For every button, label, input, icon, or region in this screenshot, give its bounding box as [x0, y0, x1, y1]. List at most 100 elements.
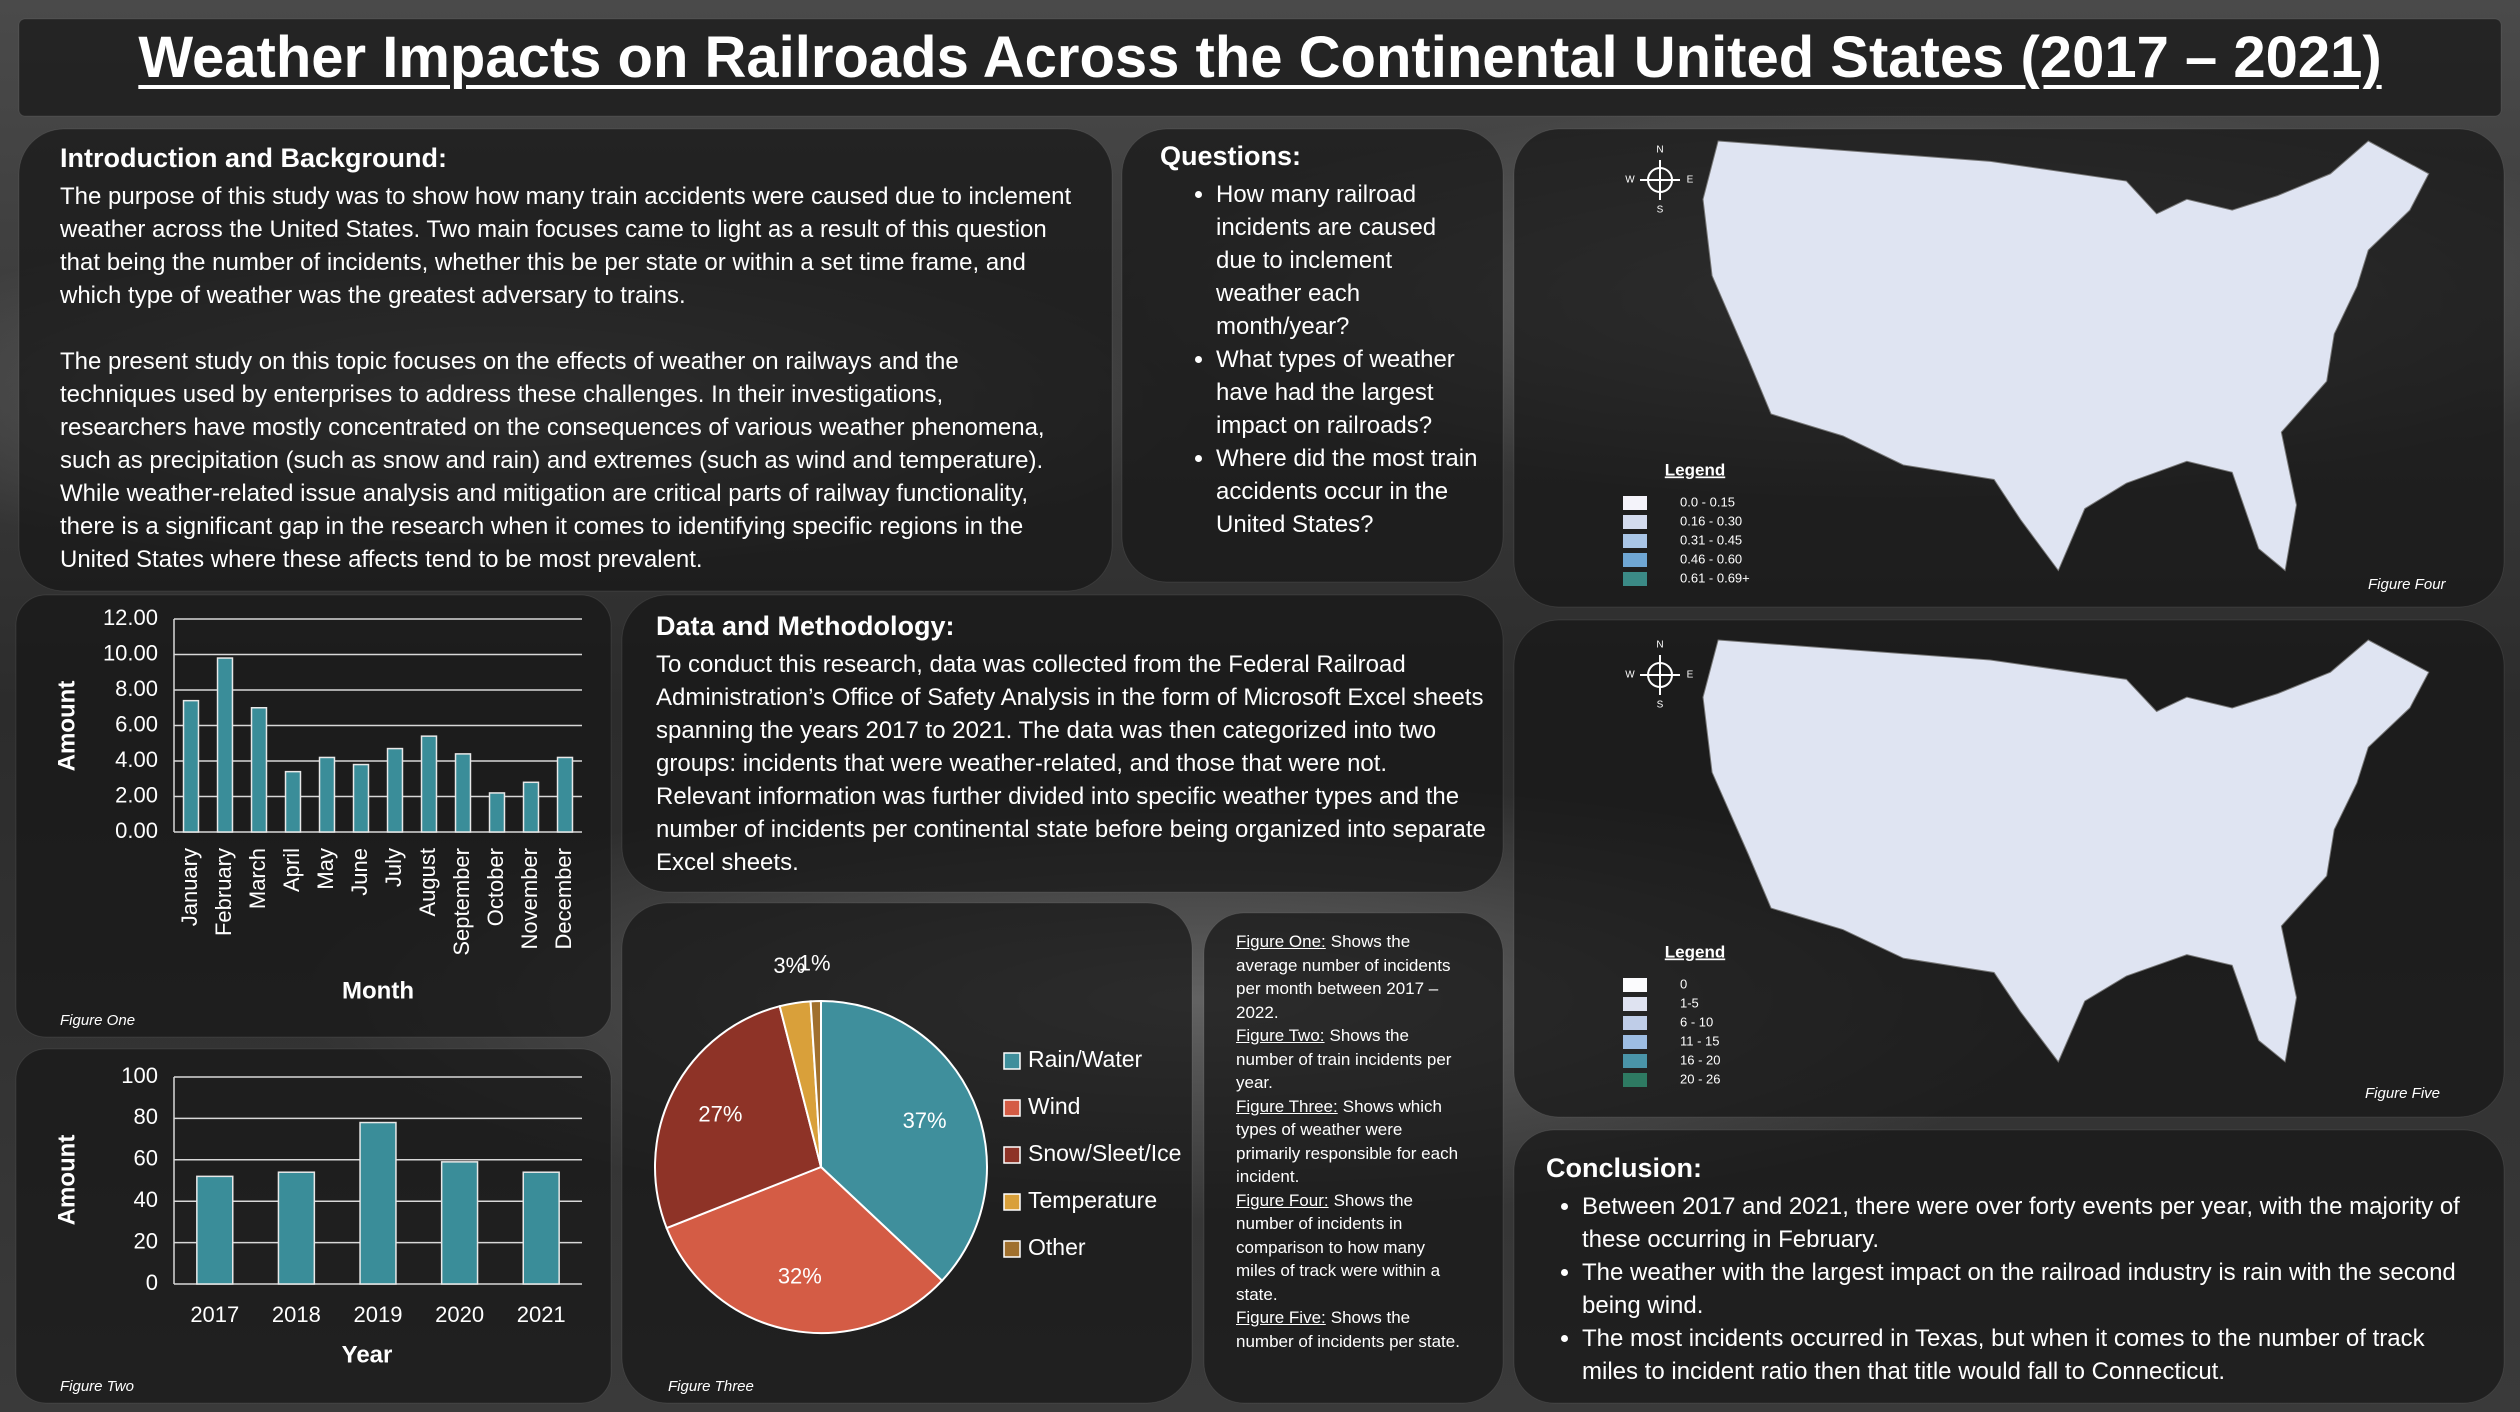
- compass-letter: S: [1657, 700, 1664, 711]
- paragraph: The present study on this topic focuses …: [60, 348, 1045, 573]
- x-tick-label: August: [415, 848, 440, 917]
- legend-swatch: [1623, 997, 1647, 1011]
- bar: [556, 756, 574, 833]
- marks: N E S W Legend 0.0 - 0.15 0.16 - 0.30 0.31 - 0.…: [53, 145, 2446, 1395]
- legend-swatch: [1623, 1035, 1647, 1049]
- x-tick-label: July: [381, 848, 406, 887]
- legend-label: Snow/Sleet/Ice: [1028, 1140, 1181, 1166]
- figure-note-label: Figure Four:: [1236, 1190, 1329, 1210]
- figure-caption: Figure Four: [2368, 576, 2447, 593]
- x-tick-label: October: [483, 848, 508, 926]
- paragraph: To conduct this research, data was colle…: [656, 651, 1486, 876]
- legend-label: 0.16 - 0.30: [1680, 513, 1742, 528]
- conclusion-item: The weather with the largest impact on t…: [1582, 1256, 2476, 1322]
- legend-label: 11 - 15: [1680, 1033, 1720, 1048]
- bar: [386, 747, 404, 833]
- figure-note: Figure Four: Shows the number of incident…: [1236, 1189, 1468, 1307]
- x-tick-label: 2018: [272, 1302, 321, 1327]
- x-tick-label: December: [551, 848, 576, 949]
- legend-swatch: [1623, 978, 1647, 992]
- legend-label: Wind: [1028, 1093, 1080, 1119]
- figure-note: Figure One: Shows the average number of i…: [1236, 930, 1468, 1024]
- x-axis-title: Month: [342, 977, 414, 1004]
- poster-title: Weather Impacts on Railroads Across the …: [138, 25, 2382, 90]
- legend-swatch: [1623, 572, 1647, 586]
- legend-swatch: [1003, 1052, 1021, 1070]
- x-tick-label: 2020: [435, 1302, 484, 1327]
- y-tick-label: 40: [134, 1187, 158, 1212]
- figure-note: Figure Three: Shows which types of weathe…: [1236, 1095, 1468, 1189]
- bar: [440, 1161, 479, 1285]
- question-item: How many railroad incidents are caused d…: [1216, 178, 1480, 343]
- conclusion-panel: [1513, 1129, 2505, 1404]
- figure-note-text: Shows the number of incidents per state.: [1236, 1308, 1460, 1351]
- y-tick-label: 8.00: [115, 676, 158, 701]
- legend-swatch: [1623, 515, 1647, 529]
- figure-note: Figure Five: Shows the number of incident…: [1236, 1306, 1468, 1353]
- legend-swatch: [1623, 1054, 1647, 1068]
- legend-swatch: [1623, 1016, 1647, 1030]
- figure-caption: Figure One: [60, 1012, 135, 1029]
- x-tick-label: June: [347, 848, 372, 896]
- methodology-panel: [621, 594, 1504, 893]
- compass-letter: E: [1687, 670, 1694, 681]
- data-label: 32%: [778, 1264, 822, 1289]
- legend-title: Legend: [1665, 942, 1725, 961]
- x-tick-label: 2019: [354, 1302, 403, 1327]
- legend-label: 16 - 20: [1680, 1052, 1720, 1067]
- figure-note-text: Shows the average number of incidents pe…: [1236, 932, 1451, 1022]
- data-label: 37%: [903, 1108, 947, 1133]
- figure-notes: Figure One: Shows the average number of i…: [1236, 930, 1468, 1353]
- figure-note-label: Figure Three:: [1236, 1096, 1338, 1116]
- figure-note-label: Figure Two:: [1236, 1026, 1325, 1045]
- question-item: Where did the most train accidents occur…: [1216, 442, 1480, 541]
- legend-label: Rain/Water: [1028, 1046, 1143, 1072]
- bar: [522, 1171, 560, 1285]
- legend-label: 0.0 - 0.15: [1680, 494, 1735, 509]
- y-tick-label: 100: [121, 1063, 158, 1088]
- compass-letter: N: [1656, 640, 1663, 651]
- compass-letter: E: [1687, 175, 1694, 186]
- legend-swatch: [1623, 496, 1647, 510]
- legend-label: 0.46 - 0.60: [1680, 551, 1742, 566]
- y-tick-label: 4.00: [115, 747, 158, 772]
- x-tick-label: January: [177, 848, 202, 926]
- bar: [420, 735, 438, 833]
- legend-swatch: [1003, 1193, 1021, 1211]
- x-tick-label: April: [279, 848, 304, 892]
- figure-note-text: Shows the number of incidents in compari…: [1236, 1190, 1441, 1304]
- questions: Questions: How many railroad incidents a…: [1160, 138, 1480, 541]
- conclusion-item: Between 2017 and 2021, there were over f…: [1582, 1190, 2476, 1256]
- heading: Introduction and Background:: [60, 143, 447, 173]
- x-axis-title: Year: [342, 1341, 393, 1368]
- compass-letter: W: [1625, 175, 1635, 186]
- x-tick-label: 2017: [190, 1302, 239, 1327]
- data-label: 27%: [698, 1102, 742, 1127]
- bar: [250, 707, 268, 833]
- y-axis-title: Amount: [53, 681, 80, 772]
- title-bar: [18, 18, 2502, 117]
- conclusion: Conclusion: Between 2017 and 2021, there…: [1546, 1150, 2476, 1388]
- data-label: 1%: [799, 950, 831, 975]
- us-map: [1703, 141, 2429, 571]
- legend-label: 6 - 10: [1680, 1014, 1713, 1029]
- bar: [277, 1171, 316, 1285]
- figure-note: Figure Two: Shows the number of train inc…: [1236, 1024, 1468, 1095]
- y-tick-label: 12.00: [103, 605, 158, 630]
- figure-caption: Figure Two: [60, 1378, 134, 1395]
- paragraph: The purpose of this study was to show ho…: [60, 183, 1072, 309]
- conclusion-item: The most incidents occurred in Texas, bu…: [1582, 1322, 2476, 1388]
- intro-panel: [18, 128, 1113, 592]
- figure-note-text: Shows which types of weather were primar…: [1236, 1096, 1459, 1187]
- legend-swatch: [1623, 1073, 1647, 1087]
- bar: [216, 657, 234, 833]
- figure-note-label: Figure One:: [1236, 932, 1326, 951]
- legend-label: Temperature: [1028, 1187, 1157, 1213]
- compass-letter: N: [1656, 145, 1663, 156]
- legend-label: 0.31 - 0.45: [1680, 532, 1742, 547]
- question-list: How many railroad incidents are caused d…: [1160, 178, 1480, 541]
- legend-label: 0: [1680, 976, 1687, 991]
- us-map: [1703, 640, 2429, 1062]
